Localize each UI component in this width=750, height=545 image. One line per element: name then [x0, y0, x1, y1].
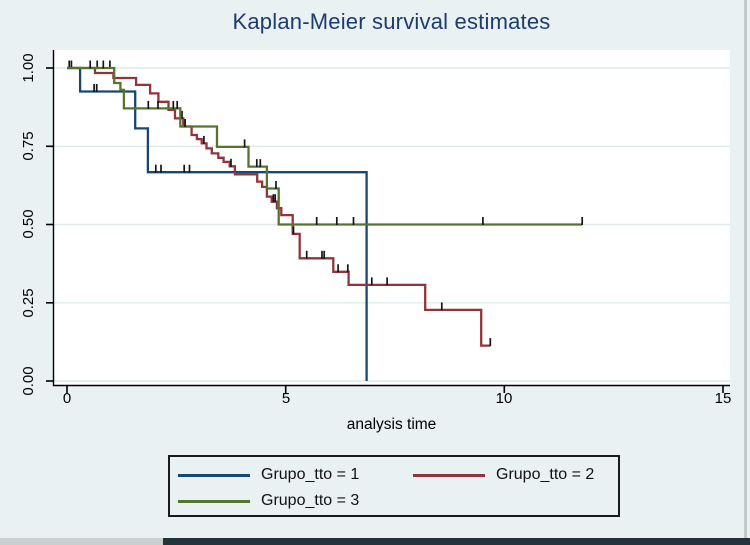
- window-chrome-strip-light: [0, 538, 163, 545]
- survival-curve-grupo1: [67, 66, 368, 381]
- legend: Grupo_tto = 1 Grupo_tto = 2 Grupo_tto = …: [168, 455, 620, 517]
- x-axis-title: analysis time: [346, 416, 437, 433]
- legend-label-grupo2: Grupo_tto = 2: [496, 466, 595, 483]
- legend-line-sample-grupo1: [178, 473, 250, 477]
- y-tick-label-0.75: 0.75: [20, 131, 37, 161]
- x-tick-label-10: 10: [495, 390, 513, 407]
- y-tick-label-0.50: 0.50: [20, 209, 37, 239]
- chart-title: Kaplan-Meier survival estimates: [232, 9, 551, 34]
- y-tick-label-0.00: 0.00: [20, 366, 37, 396]
- legend-line-sample-grupo2: [413, 473, 485, 477]
- legend-item-grupo1: Grupo_tto = 1: [170, 462, 405, 488]
- window-chrome-strip-dark: [163, 538, 750, 545]
- x-tick-label-5: 5: [281, 390, 291, 407]
- legend-label-grupo3: Grupo_tto = 3: [261, 492, 360, 509]
- y-tick-label-0.25: 0.25: [20, 288, 37, 318]
- legend-item-grupo3: Grupo_tto = 3: [170, 488, 405, 514]
- legend-line-sample-grupo3: [178, 499, 250, 503]
- plot-area-background: [53, 50, 730, 386]
- survival-curve-grupo3: [67, 66, 583, 226]
- legend-label-grupo1: Grupo_tto = 1: [261, 466, 360, 483]
- x-tick-label-15: 15: [714, 390, 732, 407]
- legend-item-grupo2: Grupo_tto = 2: [405, 462, 615, 488]
- x-tick-label-0: 0: [62, 390, 72, 407]
- survival-curve-grupo2: [67, 66, 491, 347]
- window-right-border: [744, 0, 747, 538]
- y-tick-label-1.00: 1.00: [20, 53, 37, 83]
